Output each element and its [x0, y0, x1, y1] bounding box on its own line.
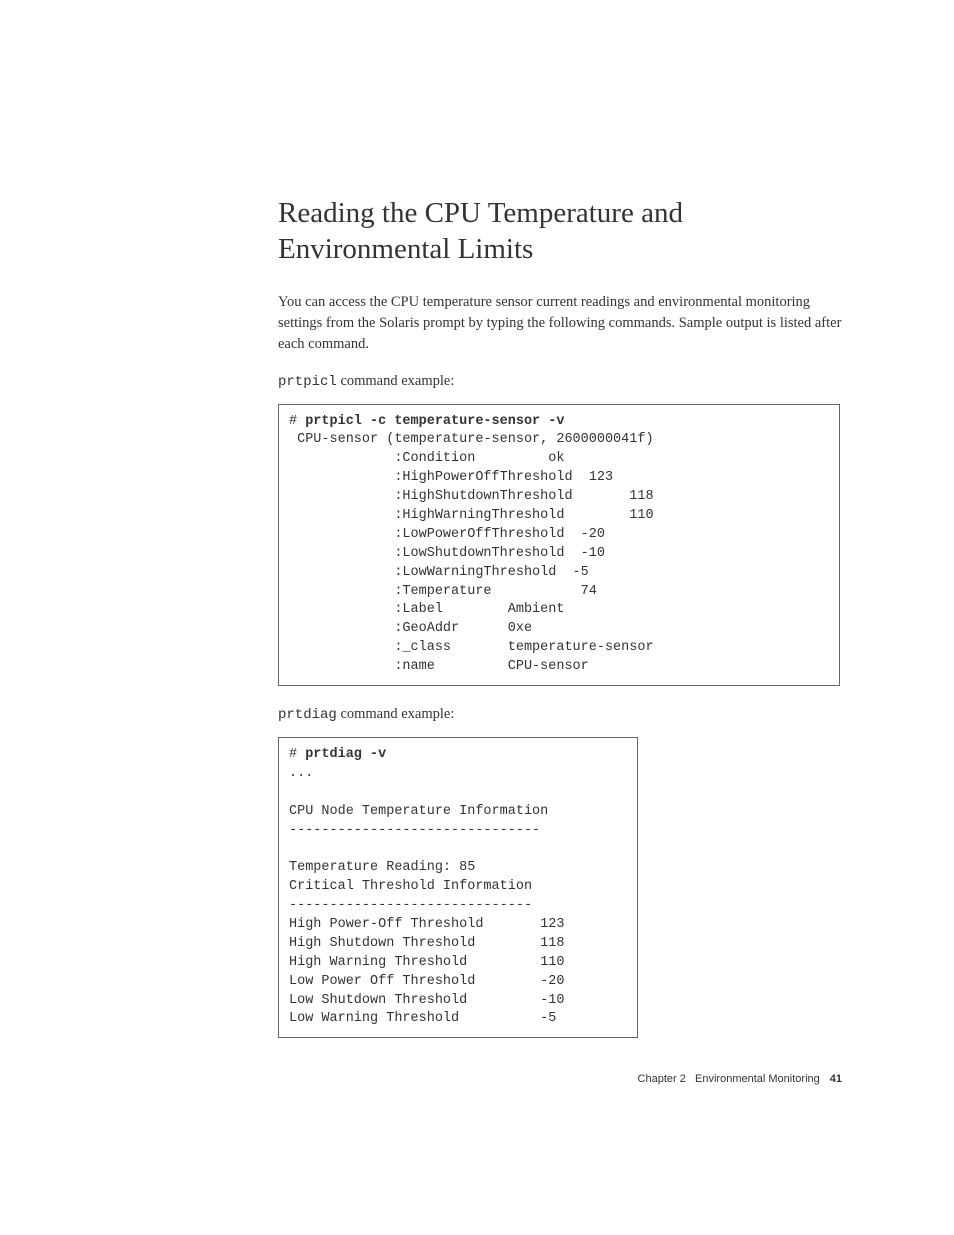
code2-body: ... CPU Node Temperature Information ---… — [289, 766, 564, 1027]
prtdiag-label: prtdiag command example: — [278, 706, 842, 723]
code1-prompt: # — [289, 414, 305, 429]
section-heading: Reading the CPU Temperature and Environm… — [278, 195, 842, 268]
footer-chapter: Chapter 2 — [638, 1073, 686, 1085]
prtpicl-label: prtpicl command example: — [278, 373, 842, 390]
code1-body: CPU-sensor (temperature-sensor, 26000000… — [289, 432, 654, 674]
prtdiag-label-rest: command example: — [337, 706, 455, 722]
prtpicl-label-rest: command example: — [337, 373, 455, 389]
page-footer: Chapter 2 Environmental Monitoring 41 — [638, 1073, 842, 1085]
code1-command: prtpicl -c temperature-sensor -v — [305, 414, 564, 429]
code2-prompt: # — [289, 747, 305, 762]
intro-paragraph: You can access the CPU temperature senso… — [278, 292, 842, 355]
code2-command: prtdiag -v — [305, 747, 386, 762]
prtdiag-code-block: # prtdiag -v ... CPU Node Temperature In… — [278, 737, 638, 1038]
footer-page-number: 41 — [830, 1073, 842, 1085]
prtpicl-code-block: # prtpicl -c temperature-sensor -v CPU-s… — [278, 404, 840, 686]
footer-title: Environmental Monitoring — [695, 1073, 820, 1085]
prtdiag-command-name: prtdiag — [278, 707, 337, 723]
prtpicl-command-name: prtpicl — [278, 374, 337, 390]
